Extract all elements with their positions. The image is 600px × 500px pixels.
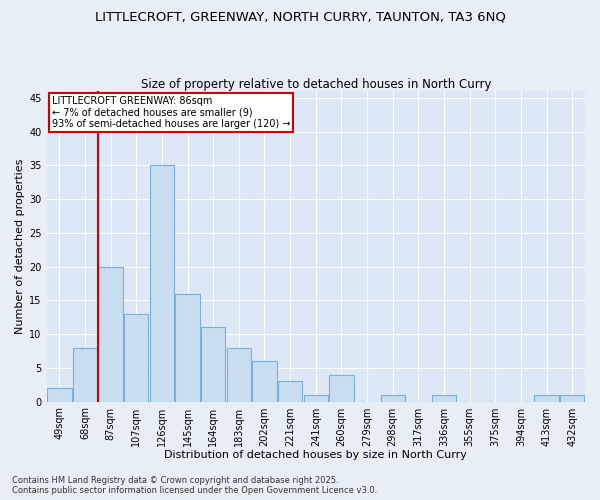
Text: LITTLECROFT GREENWAY: 86sqm
← 7% of detached houses are smaller (9)
93% of semi-: LITTLECROFT GREENWAY: 86sqm ← 7% of deta… xyxy=(52,96,290,129)
Bar xyxy=(201,328,226,402)
Y-axis label: Number of detached properties: Number of detached properties xyxy=(15,158,25,334)
Bar xyxy=(304,395,328,402)
Bar xyxy=(432,395,456,402)
Bar xyxy=(278,382,302,402)
Bar xyxy=(560,395,584,402)
Bar xyxy=(150,166,174,402)
Bar xyxy=(98,266,123,402)
Text: Contains HM Land Registry data © Crown copyright and database right 2025.
Contai: Contains HM Land Registry data © Crown c… xyxy=(12,476,377,495)
Bar xyxy=(73,348,97,402)
Title: Size of property relative to detached houses in North Curry: Size of property relative to detached ho… xyxy=(140,78,491,91)
X-axis label: Distribution of detached houses by size in North Curry: Distribution of detached houses by size … xyxy=(164,450,467,460)
Bar xyxy=(253,361,277,402)
Bar xyxy=(380,395,405,402)
Bar xyxy=(175,294,200,402)
Bar xyxy=(227,348,251,402)
Bar xyxy=(124,314,148,402)
Bar xyxy=(329,374,353,402)
Bar xyxy=(535,395,559,402)
Text: LITTLECROFT, GREENWAY, NORTH CURRY, TAUNTON, TA3 6NQ: LITTLECROFT, GREENWAY, NORTH CURRY, TAUN… xyxy=(95,10,505,23)
Bar xyxy=(47,388,71,402)
